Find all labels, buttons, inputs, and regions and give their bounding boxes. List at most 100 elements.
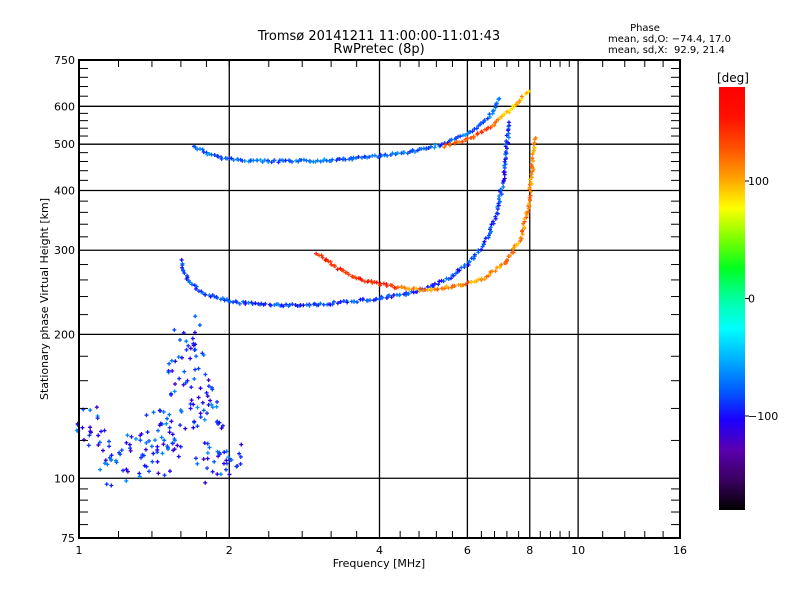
data-point [170, 441, 175, 446]
data-point [322, 157, 327, 162]
data-point [518, 235, 523, 240]
data-point [429, 286, 434, 291]
data-point [227, 472, 232, 477]
data-point [205, 411, 210, 416]
data-point [189, 282, 194, 287]
data-point [516, 241, 521, 246]
data-point [530, 152, 535, 157]
data-point [370, 280, 375, 285]
data-point [121, 468, 126, 473]
y-tick-label: 600 [54, 100, 75, 113]
data-point [191, 425, 196, 430]
data-point [219, 156, 224, 161]
data-point [527, 195, 532, 200]
data-point [147, 438, 152, 443]
data-point [446, 286, 451, 291]
data-point [449, 276, 454, 281]
y-tick-label: 400 [54, 184, 75, 197]
data-point [133, 436, 138, 441]
data-point [196, 395, 201, 400]
data-point [272, 158, 277, 163]
data-point [263, 301, 268, 306]
data-point [335, 267, 340, 272]
data-point [380, 295, 385, 300]
data-point [167, 425, 172, 430]
data-point [215, 419, 220, 424]
data-point [385, 153, 390, 158]
data-points [74, 89, 538, 488]
data-point [478, 121, 483, 126]
colorbar-tick-label: −100 [748, 410, 778, 423]
data-point [194, 284, 199, 289]
data-point [281, 304, 286, 309]
data-point [173, 382, 178, 387]
data-point [166, 368, 171, 373]
data-point [159, 435, 164, 440]
data-point [497, 96, 502, 101]
data-point [320, 255, 325, 260]
data-point [190, 336, 195, 341]
data-point [151, 410, 156, 415]
data-point [243, 301, 248, 306]
data-point [137, 474, 142, 479]
colorbar [719, 87, 745, 510]
data-point [528, 189, 533, 194]
data-point [360, 296, 365, 301]
data-point [301, 157, 306, 162]
data-point [95, 416, 100, 421]
stats-x-mode: mean, sd,X: 92.9, 21.4 [608, 45, 725, 56]
data-point [170, 368, 175, 373]
data-point [198, 386, 203, 391]
data-point [314, 251, 319, 256]
data-point [156, 471, 161, 476]
data-point [405, 151, 410, 156]
data-point [506, 120, 511, 125]
data-point [428, 144, 433, 149]
data-point [169, 392, 174, 397]
data-point [426, 146, 431, 151]
data-point [453, 136, 458, 141]
data-point [395, 151, 400, 156]
data-point [100, 448, 105, 453]
data-point [179, 355, 184, 360]
data-point [167, 430, 172, 435]
x-tick-label: 16 [673, 544, 687, 557]
data-point [195, 424, 200, 429]
colorbar-tick-label: 0 [748, 293, 755, 306]
data-point [238, 461, 243, 466]
data-point [433, 142, 438, 147]
data-point [301, 303, 306, 308]
data-point [460, 139, 465, 144]
data-point [377, 297, 382, 302]
data-point [504, 109, 509, 114]
x-tick-label: 4 [376, 544, 383, 557]
x-tick-labels: 1 2 4 6 8 10 16 [76, 544, 688, 557]
data-point [124, 440, 129, 445]
data-point [341, 268, 346, 273]
data-point [482, 118, 487, 123]
data-point [443, 286, 448, 291]
data-point [198, 415, 203, 420]
data-point [182, 369, 187, 374]
data-point [201, 352, 206, 357]
data-point [250, 301, 255, 306]
data-point [212, 153, 217, 158]
data-point [222, 450, 227, 455]
data-point [494, 101, 499, 106]
data-point [88, 425, 93, 430]
stats-heading: Phase [630, 23, 660, 34]
data-point [251, 158, 256, 163]
data-point [467, 259, 472, 264]
data-point [160, 451, 165, 456]
data-point [346, 272, 351, 277]
data-point [463, 282, 468, 287]
data-point [494, 119, 499, 124]
data-point [524, 212, 529, 217]
data-point [407, 287, 412, 292]
data-point [312, 301, 317, 306]
data-point [203, 292, 208, 297]
data-point [167, 412, 172, 417]
data-point [413, 149, 418, 154]
data-point [397, 292, 402, 297]
data-point [204, 390, 209, 395]
